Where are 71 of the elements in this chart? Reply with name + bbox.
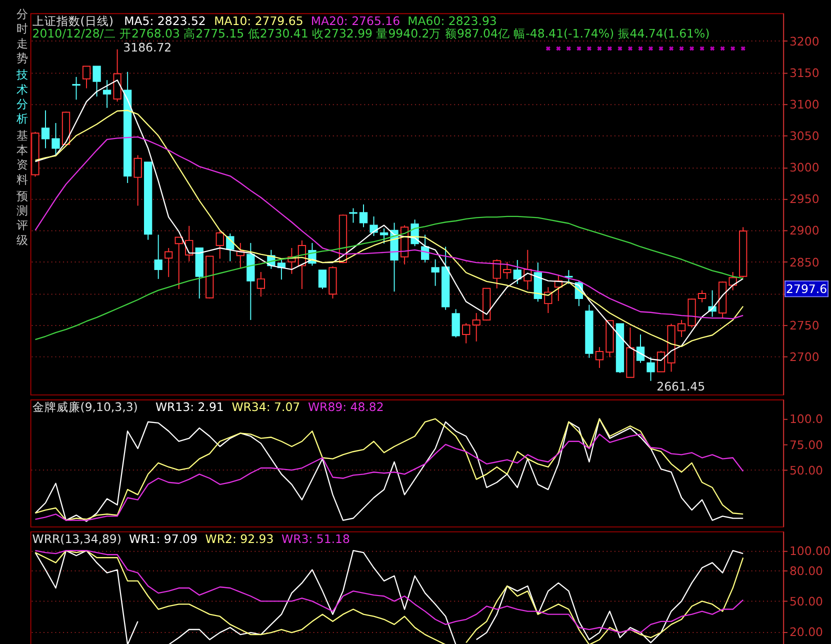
text: WR2: 92.93: [205, 532, 274, 546]
line-series: [34, 136, 744, 320]
y-tick-label: 50.00: [789, 594, 824, 609]
candlestick: [503, 261, 512, 280]
y-tick-label: 80.00: [789, 564, 824, 578]
y-tick-label: 3050: [789, 129, 820, 144]
text: WR1: 97.09: [129, 532, 198, 546]
y-tick-label: 100.00: [789, 544, 830, 558]
candlestick: [349, 208, 358, 224]
text: 预测评级: [16, 188, 28, 247]
candlestick: [728, 272, 737, 291]
line-series: [34, 80, 744, 361]
y-tick-label: 20.00: [789, 624, 824, 639]
candlestick: [52, 122, 60, 156]
series-label: WR34: 7.07: [232, 400, 300, 414]
line-series: [34, 434, 744, 521]
candlestick: [216, 230, 224, 260]
candlestick: [595, 346, 604, 368]
candlestick: [164, 248, 173, 278]
y-tick-label: 2900: [789, 224, 820, 238]
candlestick: [154, 234, 162, 280]
candlestick: [41, 110, 50, 149]
candlestick: [431, 258, 440, 286]
candlestick: [677, 319, 686, 338]
candlestick: [82, 66, 91, 89]
candlestick: [359, 204, 368, 228]
candlestick: [513, 260, 522, 284]
line-series: [34, 216, 744, 340]
y-tick-label: 2850: [789, 255, 820, 270]
candlestick: [472, 312, 480, 342]
y-tick-label: 3100: [789, 97, 820, 112]
y-tick-label: 75.00: [789, 438, 824, 452]
candlestick: [102, 80, 112, 108]
candlestick: [256, 272, 266, 298]
candlestick: [134, 154, 142, 206]
candlestick: [452, 308, 460, 338]
candlestick: [92, 66, 101, 97]
candlestick: [698, 290, 706, 303]
candlestick: [462, 322, 470, 344]
line-series: [34, 110, 744, 348]
y-tick-label: 2750: [789, 318, 820, 332]
series-label: WR13: 2.91: [155, 400, 224, 414]
candlestick: [318, 270, 327, 290]
y-tick-label: 2950: [789, 192, 820, 206]
text: WR89: 48.82: [308, 400, 384, 414]
chart-title: 上证指数(日线): [32, 14, 114, 28]
text: WR3: 51.18: [282, 532, 350, 546]
candlestick: [646, 356, 655, 382]
candlestick: [492, 258, 501, 289]
text: MA5: 2823.52: [124, 14, 206, 28]
candlestick: [656, 350, 666, 372]
text: 2797.6: [786, 282, 828, 296]
candlestick: [72, 76, 80, 100]
y-tick-label: 3200: [789, 34, 820, 48]
text: MA10: 2779.65: [214, 14, 304, 28]
y-tick-label: 3150: [789, 66, 820, 80]
chart-title: 金牌威廉(9,10,3,3): [32, 400, 138, 414]
text: 基本资料: [16, 128, 28, 186]
annotation: 3186.72: [123, 40, 172, 54]
text: MA60: 2823.93: [408, 14, 497, 28]
chart-title: WRR(13,34,89): [32, 532, 122, 546]
y-tick-label: 100.0: [789, 412, 824, 426]
text: 分时走势: [16, 7, 28, 66]
annotation: 2661.45: [656, 380, 706, 394]
y-tick-label: 3000: [789, 160, 820, 175]
candlestick: [636, 334, 645, 364]
text: 技术分析: [15, 68, 28, 126]
text: MA20: 2765.16: [310, 14, 400, 28]
annotation: 2010/12/28/二 开2768.03 高2775.15 低2730.41 收2732.99 量9940.2万 额987.04亿 幅-48.41(-1.74%) 振44.74(1.61%): [32, 26, 710, 41]
y-tick-label: 50.00: [789, 463, 824, 478]
y-tick-label: 2700: [789, 350, 820, 364]
